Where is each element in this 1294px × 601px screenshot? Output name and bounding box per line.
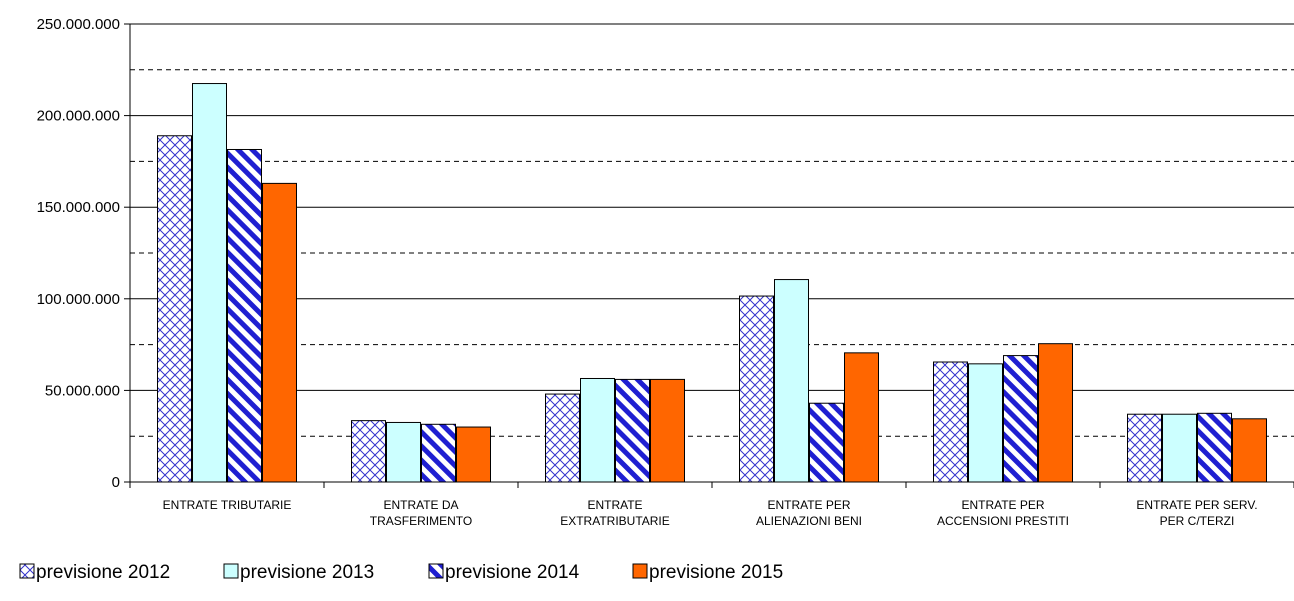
bar-previsione-2015-3 — [844, 352, 879, 483]
y-tick-label: 150.000.000 — [37, 199, 120, 216]
bar-previsione-2015-1 — [456, 426, 491, 483]
x-category-label: ENTRATE EXTRATRIBUTARIE — [560, 498, 670, 528]
y-tick-label: 50.000.000 — [45, 382, 120, 399]
bar-previsione-2015-0 — [262, 182, 297, 483]
y-tick-label: 200.000.000 — [37, 108, 120, 125]
bar-previsione-2013-0 — [192, 83, 227, 483]
x-category-label: ENTRATE PER ACCENSIONI PRESTITI — [937, 498, 1069, 528]
bar-previsione-2012-1 — [351, 420, 386, 483]
legend-swatch-previsione-2014 — [428, 563, 444, 579]
bar-previsione-2013-5 — [1162, 413, 1197, 483]
x-category-label: ENTRATE DA TRASFERIMENTO — [370, 498, 472, 528]
bar-previsione-2014-5 — [1197, 412, 1232, 483]
legend-swatch-previsione-2013 — [223, 563, 239, 579]
legend-label-previsione-2012: previsione 2012 — [36, 562, 170, 583]
bar-previsione-2012-0 — [157, 135, 192, 483]
legend-label-previsione-2013: previsione 2013 — [240, 562, 374, 583]
bar-previsione-2015-5 — [1232, 418, 1267, 483]
legend-label-previsione-2015: previsione 2015 — [649, 562, 783, 583]
bar-previsione-2013-4 — [968, 363, 1003, 483]
bar-previsione-2014-0 — [227, 148, 262, 483]
x-category-label: ENTRATE TRIBUTARIE — [163, 498, 292, 512]
y-tick-label: 100.000.000 — [37, 291, 120, 308]
bar-previsione-2012-3 — [739, 295, 774, 483]
bar-previsione-2013-3 — [774, 279, 809, 483]
y-axis-tick-labels: 0 50.000.000 100.000.000 150.000.000 200.000… — [37, 16, 120, 491]
bar-previsione-2015-2 — [650, 378, 685, 483]
x-category-label: ENTRATE PER ALIENAZIONI BENI — [756, 498, 862, 528]
bar-previsione-2014-3 — [809, 402, 844, 483]
legend-swatch-previsione-2012 — [19, 563, 35, 579]
axes — [124, 23, 1294, 488]
legend-swatch-previsione-2015 — [632, 563, 648, 579]
bars — [157, 83, 1267, 483]
bar-previsione-2012-2 — [545, 393, 580, 483]
legend: previsione 2012 previsione 2013 previsione… — [19, 562, 783, 583]
x-category-label: ENTRATE PER SERV. PER C/TERZI — [1136, 498, 1257, 528]
bar-previsione-2013-1 — [386, 421, 421, 483]
bar-previsione-2015-4 — [1038, 343, 1073, 483]
bar-previsione-2014-4 — [1003, 355, 1038, 483]
x-axis-category-labels: ENTRATE TRIBUTARIE ENTRATE DA TRASFERIMENT… — [163, 498, 1258, 528]
legend-label-previsione-2014: previsione 2014 — [445, 562, 580, 583]
y-tick-label: 0 — [112, 474, 120, 491]
y-tick-label: 250.000.000 — [37, 16, 120, 33]
bar-previsione-2012-5 — [1127, 413, 1162, 483]
gridlines — [130, 23, 1294, 437]
bar-previsione-2012-4 — [933, 361, 968, 483]
bar-previsione-2013-2 — [580, 377, 615, 483]
bar-previsione-2014-1 — [421, 423, 456, 483]
bar-previsione-2014-2 — [615, 378, 650, 483]
